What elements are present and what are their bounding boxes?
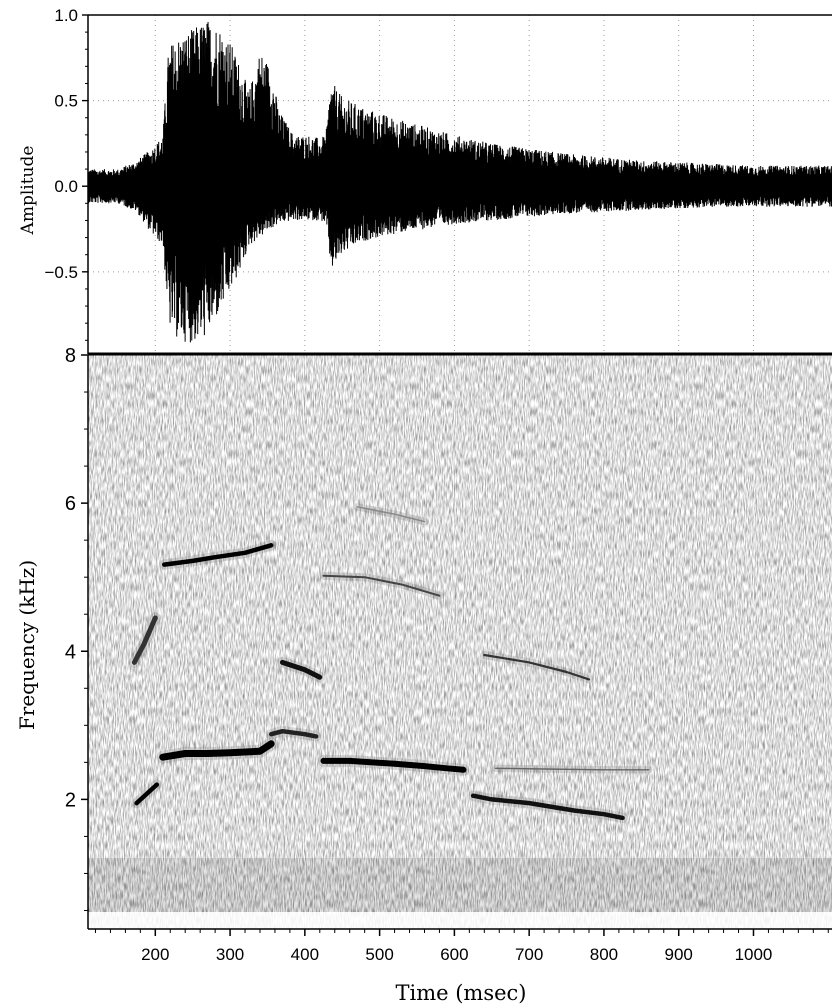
- harmonic-trace: [159, 740, 275, 761]
- waveform-y-tick-label: 1.0: [54, 6, 78, 25]
- waveform-panel: 1.0 0.5 0.0 −0.5 Amplitude: [18, 6, 832, 354]
- harmonic-trace: [356, 506, 426, 523]
- x-tick-label: 1000: [735, 945, 773, 964]
- x-tick-label: 800: [590, 945, 618, 964]
- spectrogram-y-tick-label: 4: [65, 641, 76, 663]
- spectrogram-y-tick-label: 8: [65, 345, 76, 367]
- spectrogram-y-tick-label: 6: [65, 493, 76, 515]
- spectrogram-y-tick-label: 2: [65, 789, 76, 811]
- x-tick-label: 600: [440, 945, 468, 964]
- waveform-y-ticks: 1.0 0.5 0.0 −0.5: [44, 6, 88, 341]
- harmonic-trace: [131, 615, 158, 665]
- harmonic-trace: [268, 728, 319, 739]
- spectrogram-low-freq-band: [88, 858, 832, 912]
- waveform-y-tick-label: 0.5: [54, 92, 78, 111]
- x-axis-label: Time (msec): [395, 981, 526, 1005]
- spectrogram-y-ticks: 2 4 6 8: [65, 345, 88, 911]
- spectrogram-noise: [88, 355, 832, 929]
- spectrogram-x-ticks: 200 300 400 500 600 700 800 900 1000: [94, 929, 829, 964]
- waveform-y-tick-label: −0.5: [44, 263, 78, 282]
- x-tick-label: 400: [291, 945, 319, 964]
- x-tick-label: 200: [141, 945, 169, 964]
- x-tick-label: 900: [665, 945, 693, 964]
- harmonic-trace: [162, 543, 274, 567]
- harmonic-trace: [494, 767, 650, 771]
- spectrogram-y-label: Frequency (kHz): [15, 560, 39, 730]
- harmonic-trace: [483, 653, 591, 681]
- x-tick-label: 500: [365, 945, 393, 964]
- spectrogram-panel: 2 4 6 8 200 300 400 500 600 700 800 900 1000 Freque…: [15, 345, 832, 1005]
- harmonic-trace: [279, 659, 323, 680]
- spectrogram-traces: [128, 503, 653, 824]
- harmonic-trace: [320, 757, 467, 773]
- waveform-trace: [88, 21, 832, 343]
- harmonic-trace: [470, 793, 625, 821]
- x-tick-label: 300: [216, 945, 244, 964]
- waveform-y-tick-label: 0.0: [54, 177, 78, 196]
- waveform-y-label: Amplitude: [18, 146, 38, 236]
- harmonic-trace: [134, 782, 160, 806]
- spectrogram-bottom-gap: [88, 912, 832, 929]
- x-tick-label: 700: [515, 945, 543, 964]
- harmonic-trace: [322, 574, 441, 597]
